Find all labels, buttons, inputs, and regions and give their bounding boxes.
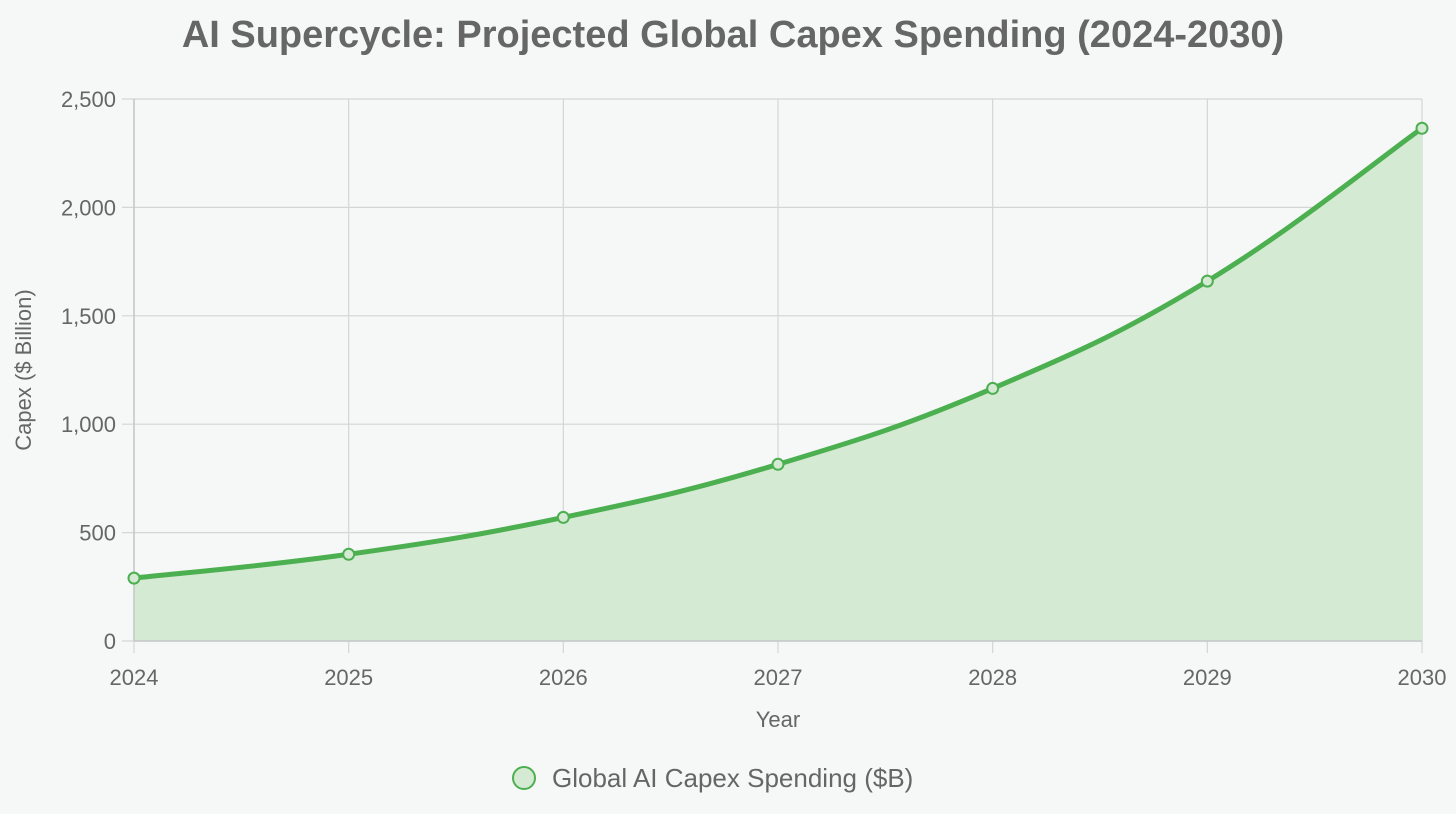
x-tick-label: 2025 [324, 665, 373, 690]
data-point[interactable] [1200, 274, 1214, 288]
x-tick-label: 2027 [754, 665, 803, 690]
points-layer [127, 121, 1429, 585]
y-tick-label: 0 [104, 629, 116, 654]
data-point[interactable] [1415, 121, 1429, 135]
y-tick-label: 2,000 [61, 195, 116, 220]
y-tick-label: 2,500 [61, 87, 116, 112]
y-axis-ticks: 0 500 1,000 1,500 2,000 2,500 [61, 87, 116, 654]
data-point[interactable] [127, 571, 141, 585]
y-axis-label: Capex ($ Billion) [11, 289, 36, 450]
y-tick-label: 1,500 [61, 304, 116, 329]
series-area [134, 128, 1422, 641]
axes [133, 99, 1422, 642]
data-point[interactable] [986, 381, 1000, 395]
legend[interactable]: Global AI Capex Spending ($B) [512, 763, 913, 793]
data-point[interactable] [556, 510, 570, 524]
x-tick-label: 2029 [1183, 665, 1232, 690]
x-axis-ticks: 2024 2025 2026 2027 2028 2029 2030 [110, 665, 1447, 690]
x-tick-label: 2028 [968, 665, 1017, 690]
x-axis-label: Year [756, 707, 800, 732]
legend-marker-icon [512, 766, 536, 790]
legend-label: Global AI Capex Spending ($B) [552, 763, 913, 793]
x-tick-label: 2030 [1398, 665, 1447, 690]
y-tick-label: 500 [79, 521, 116, 546]
data-point[interactable] [771, 457, 785, 471]
area-layer [134, 128, 1422, 641]
x-tick-label: 2026 [539, 665, 588, 690]
x-tick-label: 2024 [110, 665, 159, 690]
chart-title: AI Supercycle: Projected Global Capex Sp… [182, 14, 1284, 56]
data-point[interactable] [342, 547, 356, 561]
y-tick-label: 1,000 [61, 412, 116, 437]
